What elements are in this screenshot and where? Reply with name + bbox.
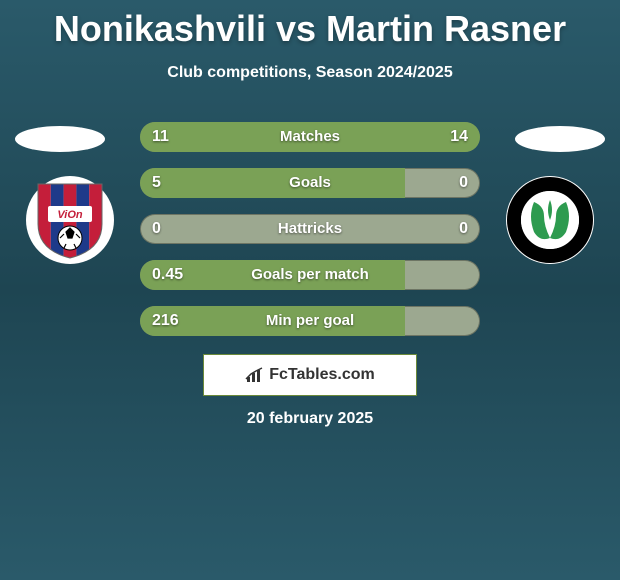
chart-icon <box>245 367 265 383</box>
stats-container: 11Matches145Goals00Hattricks00.45Goals p… <box>140 122 480 352</box>
stat-row: 5Goals0 <box>140 168 480 198</box>
stat-value-right: 0 <box>459 174 468 192</box>
stat-label: Min per goal <box>140 312 480 329</box>
stat-label: Goals per match <box>140 266 480 283</box>
stat-value-right: 0 <box>459 220 468 238</box>
stat-row: 0Hattricks0 <box>140 214 480 244</box>
club-logo-right <box>506 176 594 264</box>
stat-value-right: 14 <box>450 128 468 146</box>
stat-row: 0.45Goals per match <box>140 260 480 290</box>
date-text: 20 february 2025 <box>0 410 620 428</box>
stat-label: Goals <box>140 174 480 191</box>
stat-label: Matches <box>140 128 480 145</box>
svg-text:ViOn: ViOn <box>57 209 83 221</box>
stat-label: Hattricks <box>140 220 480 237</box>
club-logo-left: ViOn <box>26 176 114 264</box>
stat-row: 11Matches14 <box>140 122 480 152</box>
brand-text: FcTables.com <box>269 366 375 384</box>
player-marker-left <box>15 126 105 152</box>
brand-box: FcTables.com <box>203 354 417 396</box>
stat-row: 216Min per goal <box>140 306 480 336</box>
page-title: Nonikashvili vs Martin Rasner <box>0 0 620 50</box>
subtitle: Club competitions, Season 2024/2025 <box>0 64 620 82</box>
player-marker-right <box>515 126 605 152</box>
